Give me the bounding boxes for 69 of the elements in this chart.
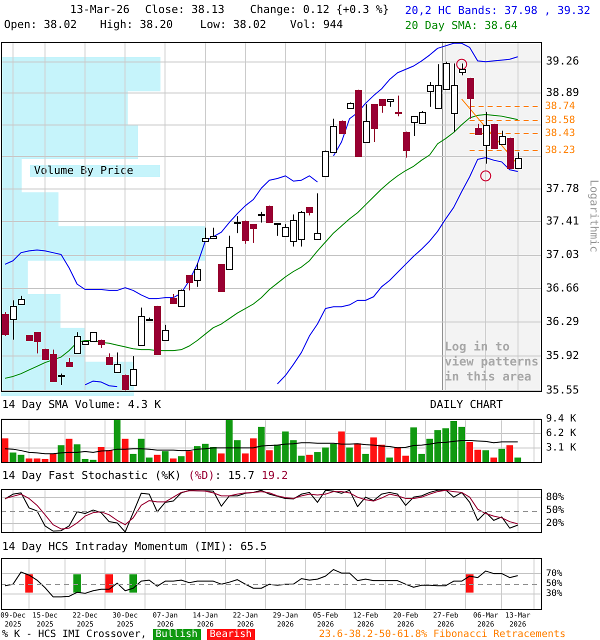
bar (490, 458, 498, 462)
series-label: (%D) (188, 469, 215, 482)
bar (122, 438, 129, 462)
bar (346, 447, 353, 462)
text: Change: 0.12 {+0.3 %} (250, 3, 390, 16)
chart-title: 14 Day SMA Volume: 4.3 K (2, 398, 161, 411)
y-tick-label: 50% (546, 505, 564, 516)
ref-line-label: 38.74 (545, 101, 576, 112)
series-label: (%K) (154, 469, 182, 482)
ref-line-label: 38.43 (545, 128, 576, 140)
y-tick-label: 35.92 (546, 348, 580, 362)
y-axis-title: Logarithmic (588, 180, 600, 252)
bar (170, 458, 177, 462)
bar (114, 419, 120, 462)
y-tick-label: 6.2 K (546, 428, 576, 440)
y-tick-label: 36.29 (546, 315, 580, 328)
ref-line-label: 38.23 (545, 145, 576, 156)
bar (498, 448, 506, 462)
y-tick-label: 3.1 K (546, 442, 576, 454)
y-tick-label: 35.55 (546, 383, 580, 396)
band-label: Log in to view patterns in this area (444, 340, 539, 384)
bar (506, 445, 514, 462)
bar (306, 454, 313, 462)
text: 13-Mar-26 (70, 3, 130, 16)
text: 20 Day SMA: 38.64 (405, 18, 519, 33)
text: 20,2 HC Bands: 37.98 , 39.32 (405, 3, 590, 18)
bar (338, 431, 345, 462)
text: 19.2 (261, 469, 288, 482)
text: Bearish (206, 629, 255, 640)
bar (154, 454, 161, 462)
bar (482, 450, 490, 462)
bar (362, 454, 369, 462)
text: Low: 38.02 (200, 18, 266, 31)
y-tick-label: 37.78 (546, 182, 580, 195)
bar (514, 458, 522, 462)
bar (162, 451, 169, 462)
bar (2, 438, 8, 462)
bar (186, 451, 193, 462)
bar (266, 450, 273, 462)
text: DAILY CHART (430, 398, 503, 411)
text: : 15.7 (214, 469, 254, 482)
y-tick-label: 70% (546, 568, 563, 579)
text: Open: 38.02 (4, 18, 77, 31)
text: Vol: 944 (290, 18, 343, 31)
y-tick-label: 37.03 (546, 248, 580, 262)
y-tick-label: 50% (546, 579, 563, 590)
bar (218, 453, 225, 462)
y-tick-label: 30% (546, 589, 563, 600)
bar (58, 445, 64, 462)
chart-title: 14 Day Fast Stochastic (2, 469, 148, 482)
text: Bullish (152, 629, 201, 640)
legend-title: % K - HCS IMI Crossover, (2, 629, 146, 640)
y-tick-label: 37.41 (546, 214, 580, 228)
text: 23.6-38.2-50-61.8% Fibonacci Retracements (318, 629, 566, 640)
y-tick-label: 39.26 (546, 54, 580, 68)
bar (178, 456, 185, 462)
bar (354, 443, 361, 462)
ref-line-label: 38.58 (545, 115, 576, 126)
y-tick-label: 38.89 (546, 86, 580, 99)
bar (258, 426, 265, 462)
chart-title: 14 Day HCS Intraday Momentum (IMI): 65.5 (2, 540, 267, 553)
y-tick-label: 80% (546, 492, 564, 504)
bar (386, 458, 393, 462)
y-tick-label: 20% (546, 518, 564, 529)
text: High: 38.20 (100, 18, 173, 31)
text: Close: 38.13 (145, 3, 224, 16)
bar (66, 438, 72, 462)
y-tick-label: 36.66 (546, 281, 580, 294)
y-tick-label: 9.4 K (546, 414, 576, 425)
